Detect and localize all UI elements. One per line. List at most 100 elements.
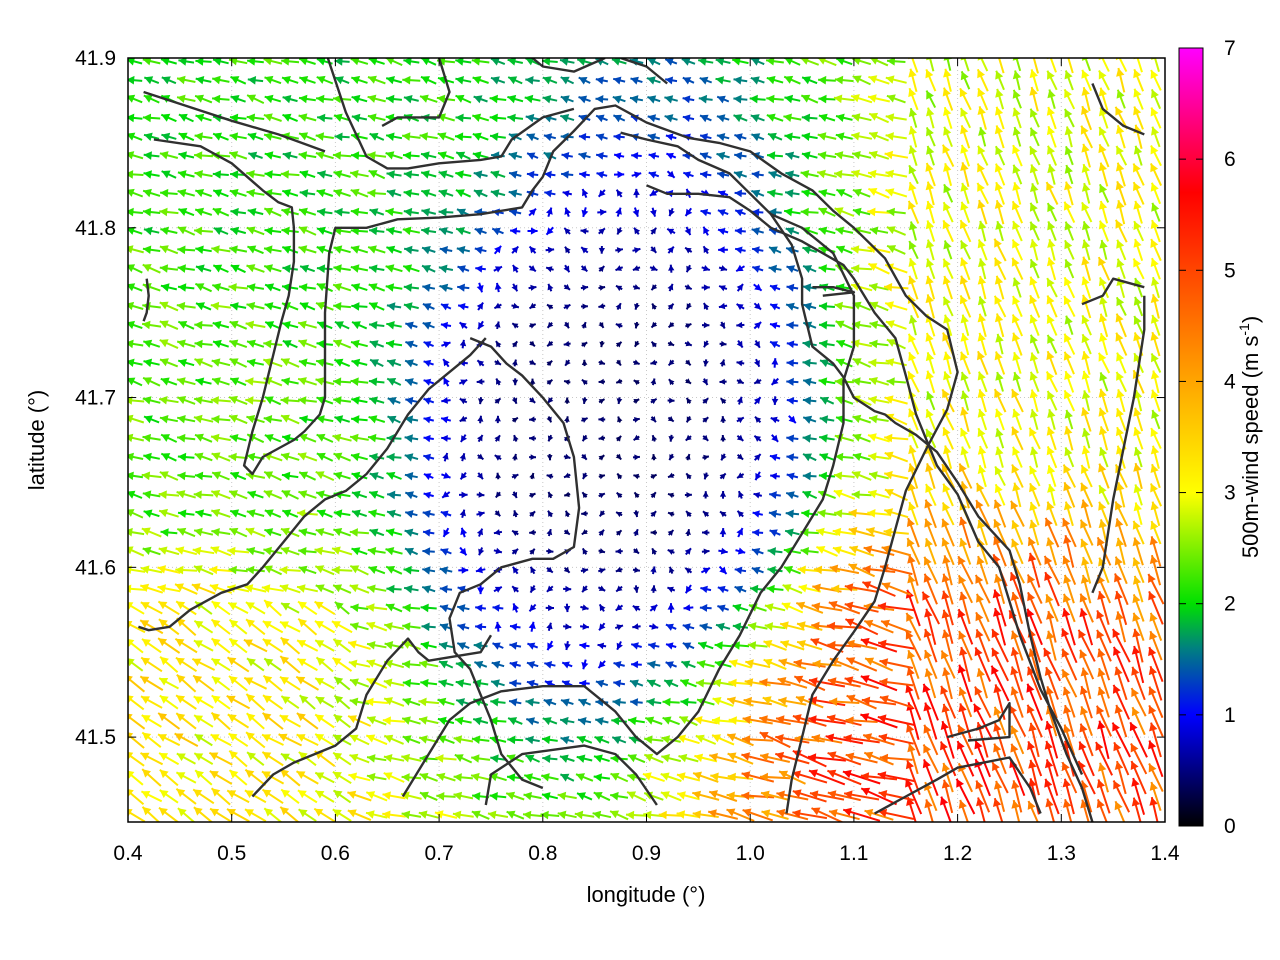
wind-arrow [1150,463,1161,489]
wind-arrow [1027,740,1043,777]
wind-arrow [541,735,558,745]
wind-arrow [471,810,490,820]
wind-arrow [741,791,775,801]
wind-arrow [615,511,623,518]
wind-arrow [701,548,710,555]
wind-arrow [1010,743,1025,775]
wind-arrow [1114,573,1129,606]
wind-arrow [1044,778,1060,815]
wind-arrow [1132,520,1145,545]
wind-arrow [676,810,701,819]
wind-arrow [684,492,692,498]
wind-arrow [404,472,418,481]
wind-arrow [296,770,319,785]
wind-arrow [1081,556,1092,584]
wind-arrow [1114,556,1128,585]
wind-arrow [827,769,862,786]
wind-arrow [684,567,693,574]
wind-arrow [452,810,474,820]
wind-arrow [194,433,213,443]
wind-arrow [798,584,821,593]
wind-arrow [801,509,819,518]
wind-arrow [726,696,754,707]
wind-arrow [263,807,282,822]
wind-arrow [784,528,800,537]
wind-arrow [128,433,145,443]
wind-arrow [227,713,250,729]
wind-arrow [141,768,162,787]
wind-arrow [139,619,164,635]
wind-arrow [332,808,352,822]
wind-arrow [435,754,457,763]
wind-arrow [769,491,781,499]
wind-arrow [1112,780,1130,813]
wind-arrow [904,778,923,815]
wind-arrow [296,712,319,730]
y-axis-label: latitude (°) [24,390,49,491]
wind-arrow [598,529,605,536]
wind-arrow [526,679,539,688]
wind-arrow [349,622,369,631]
wind-arrow [711,716,735,725]
wind-arrow [741,752,775,764]
wind-arrow [598,454,605,461]
wind-arrow [490,754,506,763]
wind-arrow [525,735,540,745]
wind-arrow [851,490,872,499]
wind-arrow [333,452,351,462]
wind-arrow [754,416,762,423]
wind-arrow [369,453,385,462]
wind-arrow [297,452,318,462]
wind-arrow [314,771,335,784]
wind-arrow [1131,797,1142,822]
wind-arrow [404,415,419,424]
wind-arrow [941,501,955,526]
wind-arrow [976,797,986,822]
wind-arrow [942,667,953,700]
wind-arrow [475,566,486,574]
wind-arrow [648,642,660,650]
wind-arrow [785,491,799,500]
wind-arrow [661,754,682,763]
wind-arrow [660,772,682,782]
wind-arrow [580,417,589,423]
wind-arrow [993,780,1006,813]
wind-arrow [1098,762,1109,793]
wind-arrow [581,453,588,461]
wind-arrow [975,593,990,623]
wind-arrow [142,490,161,499]
wind-arrow [627,754,646,764]
wind-arrow [646,679,661,688]
wind-arrow [455,679,472,688]
wind-arrow [158,546,180,556]
wind-arrow [977,519,988,546]
wind-arrow [1148,740,1164,778]
wind-arrow [736,472,745,479]
wind-arrow [627,716,645,726]
wind-arrow [878,790,915,802]
wind-arrow [925,463,936,489]
wind-arrow [143,415,160,424]
wind-arrow [941,590,954,626]
wind-arrow [679,679,697,688]
colorbar-label-tail: ) [1238,316,1263,323]
wind-arrow [1010,647,1023,682]
wind-arrow [576,792,593,801]
wind-arrow [315,696,335,709]
wind-arrow [923,556,939,585]
wind-arrow [908,408,919,431]
wind-arrow [632,605,641,612]
wind-arrow [334,415,350,424]
wind-arrow [1130,743,1148,775]
wind-arrow [700,567,711,575]
wind-arrow [349,584,370,594]
wind-arrow [263,415,282,424]
wind-arrow [494,510,501,517]
wind-arrow [846,639,878,650]
wind-arrow [525,698,540,707]
wind-arrow [700,585,712,593]
wind-arrow [925,408,936,431]
wind-arrow [1096,610,1112,644]
wind-arrow [736,453,744,461]
wind-arrow [1044,759,1059,796]
